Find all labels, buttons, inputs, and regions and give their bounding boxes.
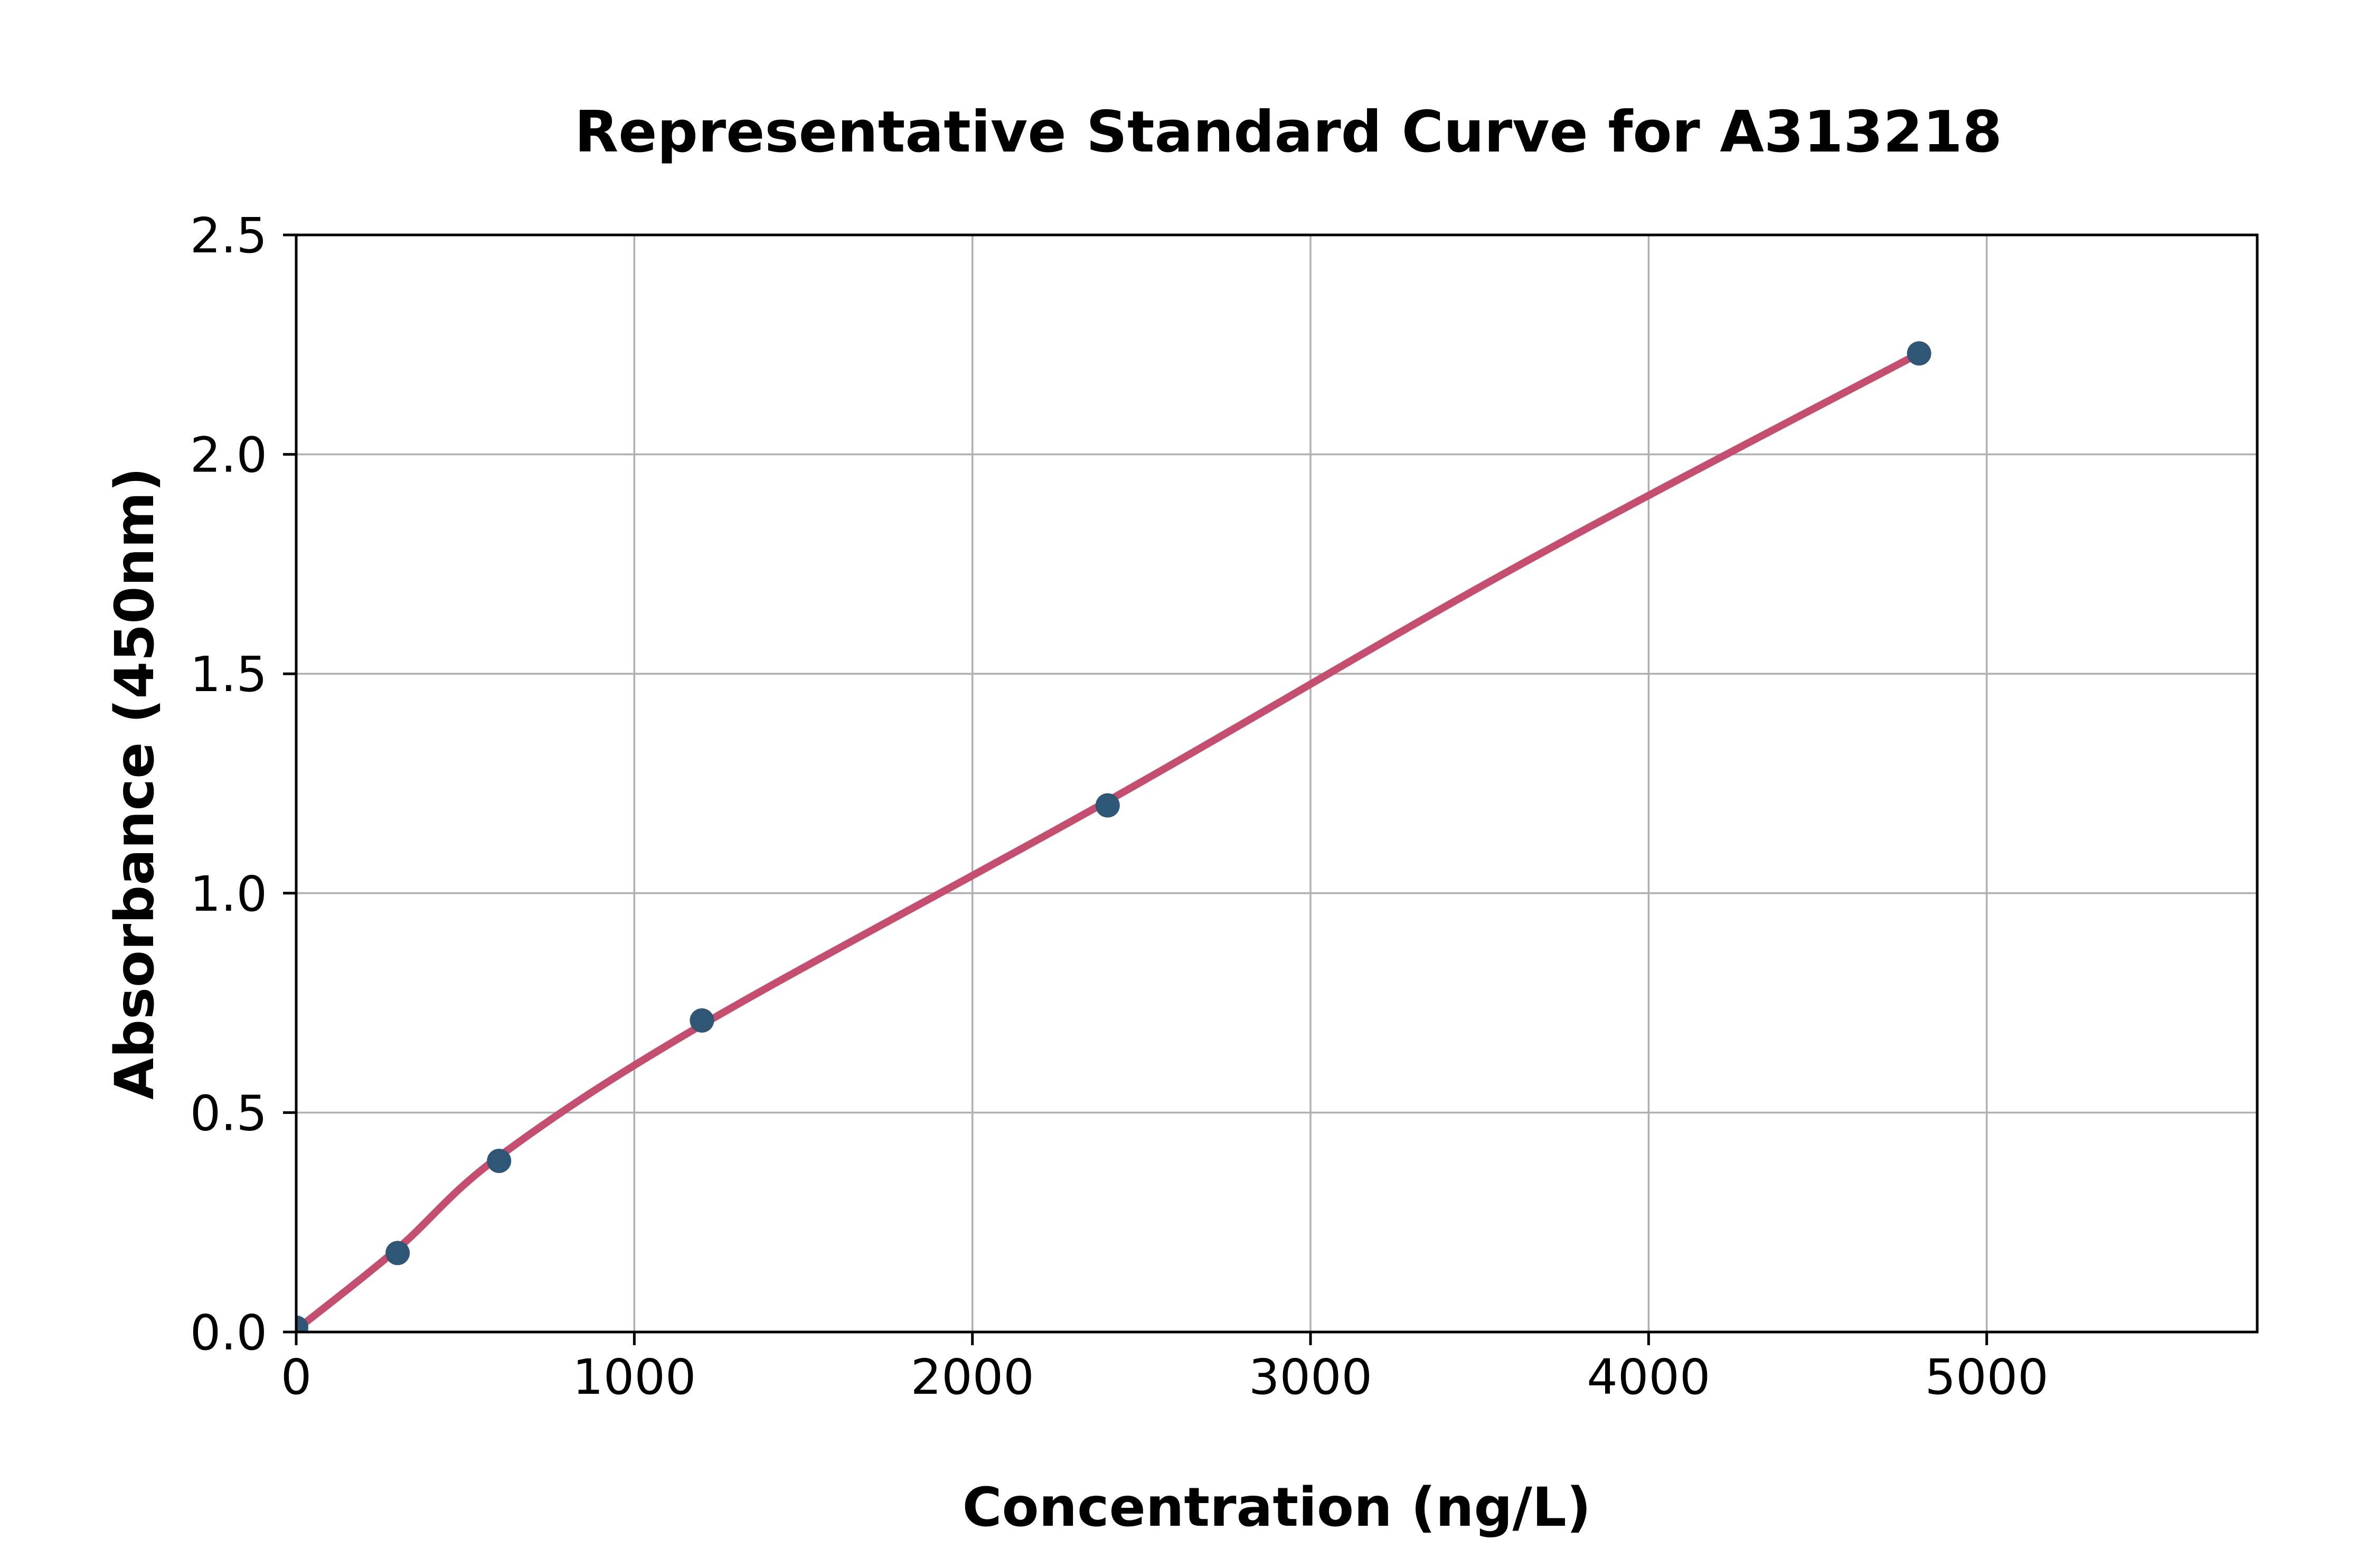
x-tick-label: 2000	[911, 1349, 1034, 1405]
data-point	[487, 1148, 512, 1173]
data-point	[690, 1008, 714, 1033]
fit-curve-line	[296, 350, 1923, 1332]
grid-lines	[296, 234, 2257, 1332]
x-axis-label: Concentration (ng/L)	[963, 1476, 1591, 1539]
data-point	[1095, 793, 1120, 818]
x-tick-label: 4000	[1587, 1349, 1710, 1405]
data-point	[1907, 341, 1931, 366]
x-tick-label: 3000	[1249, 1349, 1372, 1405]
x-tick-label: 1000	[572, 1349, 696, 1405]
y-tick-label: 2.0	[190, 427, 267, 484]
y-tick-label: 0.5	[190, 1085, 267, 1141]
x-tick-label: 0	[281, 1349, 312, 1405]
y-tick-label: 1.0	[190, 866, 267, 922]
chart-title: Representative Standard Curve for A31321…	[574, 99, 2002, 165]
y-tick-label: 0.0	[190, 1305, 267, 1361]
tick-labels: 0 1000 2000 3000 4000 5000 0.0 0.5 1.0 1.5 2.0 2.5	[190, 207, 2049, 1405]
data-point	[296, 1315, 308, 1332]
data-layer	[296, 341, 1931, 1332]
y-axis-label: Absorbance (450nm)	[103, 467, 166, 1100]
x-tick-label: 5000	[1925, 1349, 2049, 1405]
y-tick-label: 1.5	[190, 646, 267, 703]
plot-border	[295, 233, 2259, 1334]
y-tick-label: 2.5	[190, 207, 267, 264]
axes	[283, 233, 2259, 1345]
data-point	[385, 1241, 410, 1265]
